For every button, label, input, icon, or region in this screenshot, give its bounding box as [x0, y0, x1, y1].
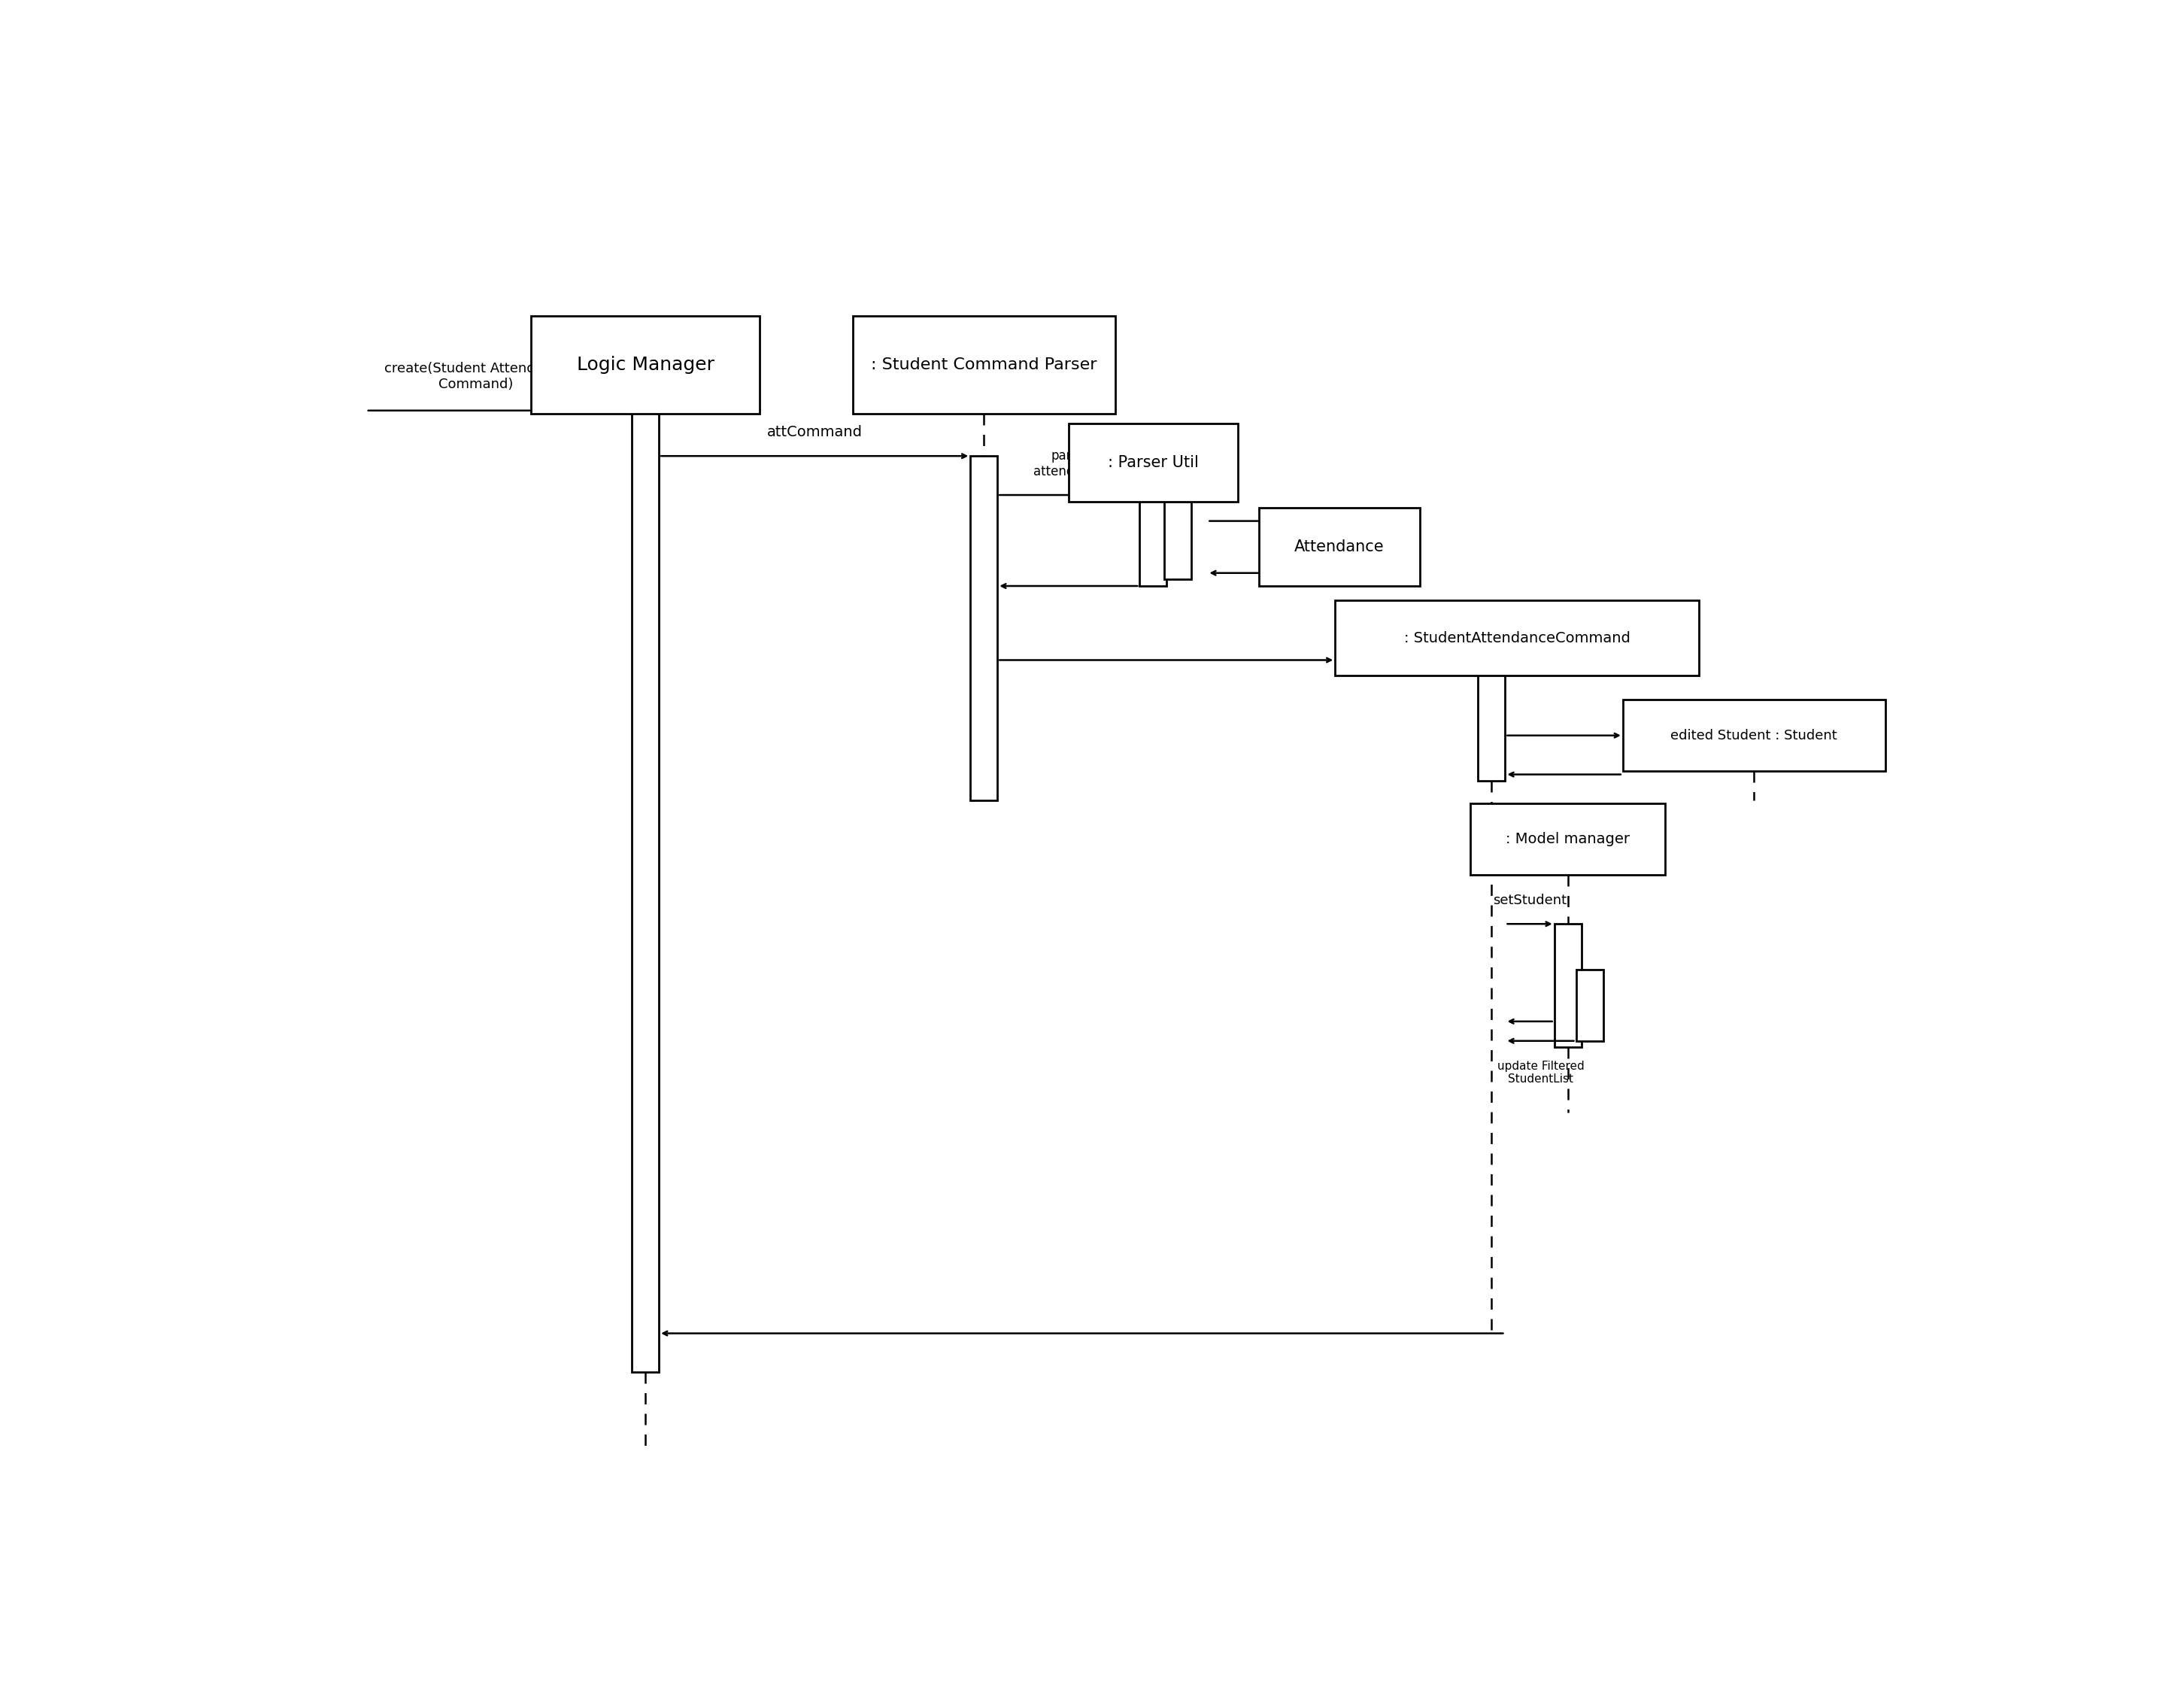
- Bar: [1164, 501, 1190, 579]
- Text: setStudent: setStudent: [1494, 893, 1566, 906]
- Bar: [1479, 660, 1505, 782]
- Text: update Filtered
StudentList: update Filtered StudentList: [1496, 1060, 1583, 1085]
- Text: : Student Command Parser: : Student Command Parser: [871, 358, 1096, 373]
- Bar: [1470, 803, 1664, 874]
- Text: create(Student Attendance
Command): create(Student Attendance Command): [384, 361, 568, 392]
- Text: : StudentAttendanceCommand: : StudentAttendanceCommand: [1404, 631, 1629, 645]
- Bar: [1258, 508, 1420, 586]
- Text: : Model manager: : Model manager: [1505, 832, 1629, 847]
- Text: Attendance: Attendance: [1295, 540, 1385, 555]
- Text: Logic Manager: Logic Manager: [577, 356, 714, 375]
- Bar: [1555, 923, 1581, 1047]
- Bar: [1623, 701, 1885, 771]
- Bar: [1140, 495, 1166, 586]
- Bar: [631, 410, 660, 1372]
- Bar: [1068, 424, 1238, 501]
- Bar: [1326, 522, 1352, 572]
- Text: parse
attendance: parse attendance: [1033, 449, 1103, 478]
- Bar: [1577, 969, 1603, 1041]
- Bar: [531, 316, 760, 414]
- Bar: [852, 316, 1116, 414]
- Text: attCommand: attCommand: [767, 425, 863, 439]
- Text: : Parser Util: : Parser Util: [1107, 456, 1199, 469]
- Bar: [970, 456, 998, 800]
- Text: edited Student : Student: edited Student : Student: [1671, 729, 1837, 743]
- Bar: [1334, 601, 1699, 675]
